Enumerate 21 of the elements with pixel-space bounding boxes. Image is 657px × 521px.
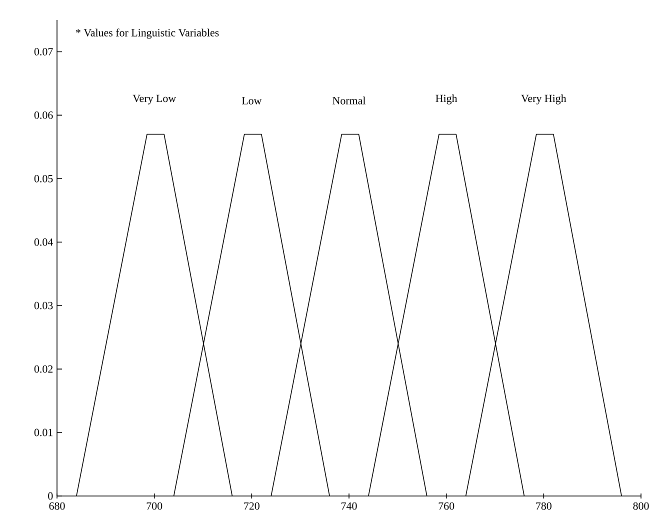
y-tick-label: 0	[48, 492, 53, 500]
text: Very High	[521, 94, 566, 104]
x-tick-label: 680	[49, 502, 65, 510]
annotation: * Values for Linguistic Variables	[76, 28, 219, 39]
y-tick-label: 0.02	[34, 365, 53, 373]
y-tick-label: 0.04	[34, 238, 53, 246]
text: High	[436, 94, 458, 104]
text: Low	[242, 97, 262, 104]
x-tick-label: 780	[536, 502, 552, 510]
x-tick-label: 740	[342, 502, 357, 510]
text: Very Low	[132, 94, 176, 104]
y-tick-label: 0.05	[34, 174, 53, 182]
y-tick-label: 0.01	[34, 428, 52, 436]
y-tick-label: 0.03	[34, 302, 53, 310]
text: Normal	[332, 96, 366, 104]
y-tick-label: 0.07	[34, 48, 53, 56]
x-tick-label: 700	[146, 502, 162, 510]
x-tick-label: 760	[438, 502, 454, 510]
x-tick-label: 720	[244, 502, 260, 510]
x-tick-label: 800	[633, 502, 649, 510]
y-tick-label: 0.06	[34, 111, 53, 119]
